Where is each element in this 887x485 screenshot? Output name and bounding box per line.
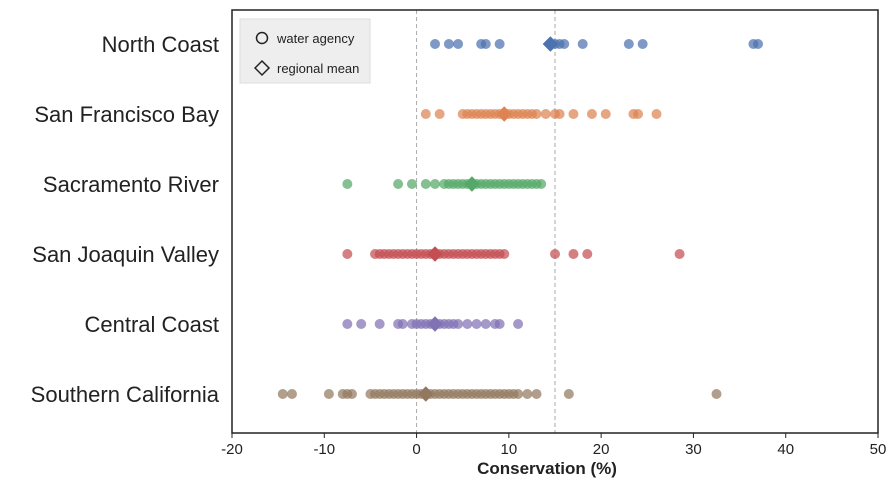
data-points [277,39,764,399]
category-label: San Francisco Bay [34,102,219,127]
agency-point [342,179,353,189]
agency-point [374,319,385,329]
agency-point [430,39,441,49]
category-label: San Joaquin Valley [32,242,219,267]
agency-point [531,389,542,399]
agency-point [586,109,597,119]
category-label: Southern California [31,382,220,407]
x-tick-label: 0 [412,441,420,458]
regional-mean-marker [542,36,559,52]
agency-point [513,389,524,399]
agency-point [531,109,542,119]
plot-frame [231,9,879,434]
category-label: North Coast [102,32,219,57]
category-label: Central Coast [84,312,219,337]
agency-point [406,179,417,189]
agency-point [568,109,579,119]
agency-point [582,249,593,259]
agency-point [633,109,644,119]
agency-point [420,179,431,189]
agency-point [356,319,367,329]
agency-point [651,109,662,119]
agency-point [462,319,473,329]
legend-box [239,18,371,84]
legend-diamond-icon [253,59,271,77]
agency-point [480,39,491,49]
regional-mean-marker [496,106,512,122]
agency-point [623,39,634,49]
agency-point [554,109,565,119]
agency-point [540,109,551,119]
regional-means [418,36,559,402]
agency-point [286,389,297,399]
legend-label-water-agency: water agency [276,31,355,46]
agency-point [568,249,579,259]
regional-mean-marker [464,176,480,192]
agency-point [277,389,288,399]
x-tick-label: -10 [313,441,335,458]
agency-point [342,249,353,259]
agency-point [471,319,482,329]
regional-mean-marker [418,386,434,402]
x-tick-label: 20 [593,441,610,458]
legend: water agency regional mean [239,18,371,84]
agency-point [637,39,648,49]
regional-mean-marker [427,316,443,332]
agency-point [443,39,454,49]
agency-point [550,249,560,259]
agency-point [393,179,404,189]
category-labels: North Coast San Francisco Bay Sacramento R… [31,32,220,407]
agency-point [342,319,353,329]
x-tick-label: 10 [501,441,518,458]
agency-point [753,39,764,49]
agency-point [522,389,533,399]
agency-point [480,319,491,329]
category-label: Sacramento River [43,172,219,197]
agency-point [674,249,685,259]
x-axis-title: Conservation (%) [477,459,617,478]
agency-point [430,179,441,189]
regional-mean-marker [427,246,443,262]
x-tick-label: 50 [870,441,887,458]
agency-point [536,179,547,189]
agency-point [434,109,445,119]
agency-point [513,319,524,329]
agency-point [323,389,334,399]
agency-point [600,109,611,119]
agency-point [711,389,722,399]
agency-point [559,39,570,49]
agency-point [494,319,505,329]
agency-point [577,39,588,49]
agency-point [420,109,431,119]
x-tick-label: 30 [685,441,702,458]
x-tick-label: 40 [777,441,794,458]
legend-circle-icon [255,31,269,45]
reference-lines [416,10,556,433]
agency-point [499,249,510,259]
agency-point [563,389,574,399]
x-tick-label: -20 [221,441,243,458]
x-axis-ticks: -20 -10 0 10 20 30 40 50 [221,433,886,458]
agency-point [453,39,464,49]
agency-point [494,39,505,49]
legend-label-regional-mean: regional mean [277,61,359,76]
agency-point [346,389,357,399]
agency-point [397,319,408,329]
agency-point [453,319,464,329]
